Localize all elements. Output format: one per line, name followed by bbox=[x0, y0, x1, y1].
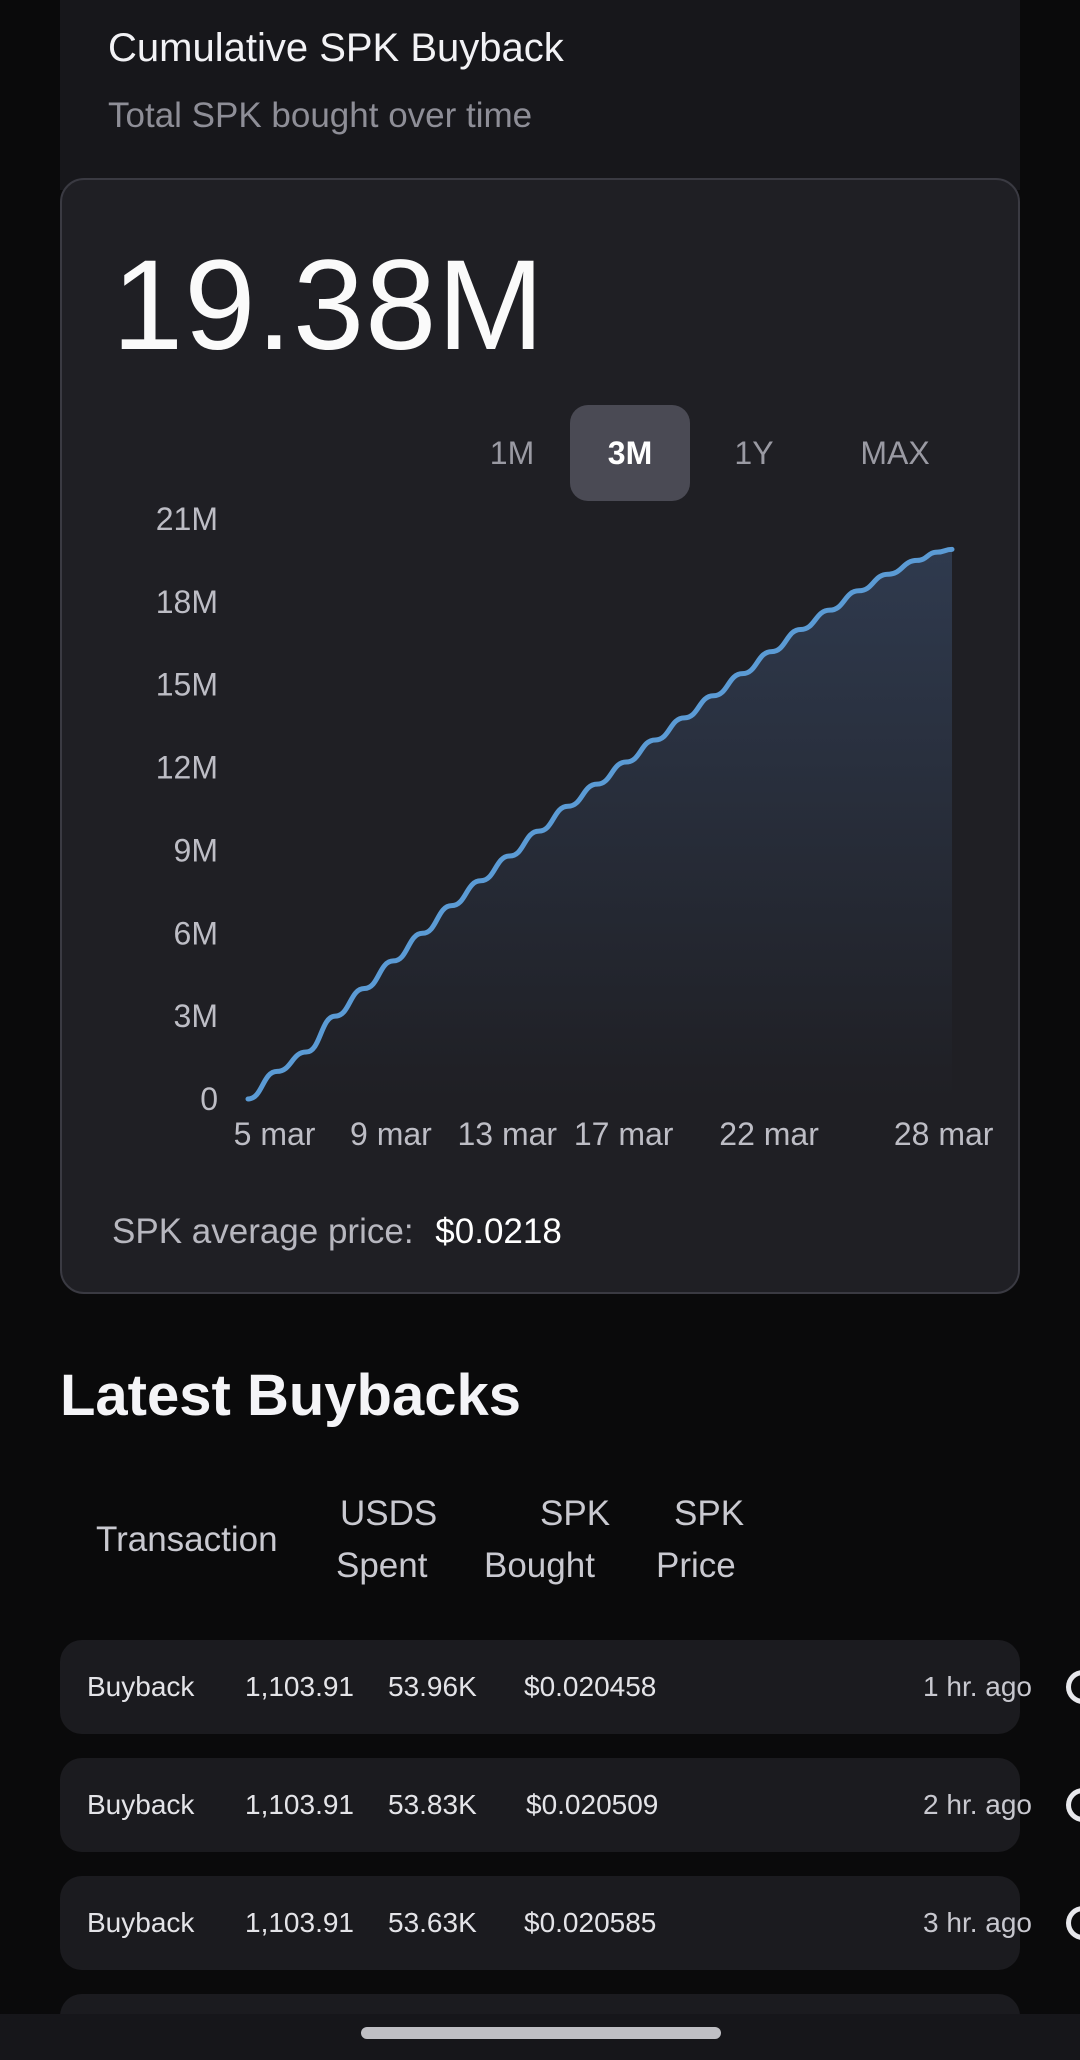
table-row[interactable]: Buyback 1,103.91 53.83K $0.020509 2 hr. … bbox=[60, 1758, 1032, 1852]
tab-max[interactable]: MAX bbox=[860, 435, 930, 471]
y-tick-label: 12M bbox=[156, 750, 218, 786]
chart-title: Cumulative SPK Buyback bbox=[108, 26, 564, 70]
table-row[interactable]: Buyback 1,103.91 53.96K $0.020458 1 hr. … bbox=[60, 1640, 1032, 1734]
row-type: Buyback bbox=[87, 1671, 195, 1702]
table-row[interactable]: Buyback 1,103.91 53.63K $0.020585 3 hr. … bbox=[60, 1876, 1032, 1970]
y-tick-label: 6M bbox=[174, 915, 218, 951]
average-price-label: SPK average price: bbox=[112, 1212, 414, 1251]
cumulative-area-chart: 0 3M 6M 9M 12M 15M 18M 21M 5 mar 9 mar 13 mar 17 m… bbox=[156, 501, 994, 1152]
external-link-icon[interactable] bbox=[1066, 1670, 1080, 1704]
header-spk-bought-line1: SPK bbox=[540, 1494, 611, 1533]
external-link-icon[interactable] bbox=[1066, 1906, 1080, 1940]
x-tick-label: 5 mar bbox=[234, 1116, 316, 1152]
row-spk: 53.63K bbox=[388, 1907, 477, 1938]
row-time: 2 hr. ago bbox=[923, 1789, 1032, 1820]
header-transaction: Transaction bbox=[96, 1520, 278, 1559]
header-spk-price-line1: SPK bbox=[674, 1494, 745, 1533]
y-tick-label: 3M bbox=[174, 998, 218, 1034]
x-tick-label: 13 mar bbox=[457, 1116, 557, 1152]
tab-1y[interactable]: 1Y bbox=[734, 435, 774, 471]
external-link-icon[interactable] bbox=[1066, 1788, 1080, 1822]
series-line bbox=[245, 546, 955, 1102]
x-tick-label: 22 mar bbox=[719, 1116, 819, 1152]
x-tick-label: 9 mar bbox=[350, 1116, 432, 1152]
area-fill bbox=[248, 549, 952, 1099]
row-usds: 1,103.91 bbox=[245, 1671, 354, 1702]
row-type: Buyback bbox=[87, 1907, 195, 1938]
row-price: $0.020458 bbox=[524, 1671, 657, 1702]
tab-1m[interactable]: 1M bbox=[489, 435, 535, 471]
header-usds-line2: Spent bbox=[336, 1546, 428, 1585]
y-tick-label: 18M bbox=[156, 584, 218, 620]
average-price-value: $0.0218 bbox=[435, 1212, 562, 1251]
y-tick-label: 21M bbox=[156, 501, 218, 537]
row-time: 3 hr. ago bbox=[923, 1907, 1032, 1938]
header-spk-bought-line2: Bought bbox=[484, 1546, 595, 1585]
chart-card: 19.38M 1M 3M 1Y MAX 0 3M 6M 9M 12M 15M 18M 21M … bbox=[60, 178, 1020, 1294]
row-type: Buyback bbox=[87, 1789, 195, 1820]
total-bought-value: 19.38M bbox=[112, 234, 545, 377]
latest-buybacks-title: Latest Buybacks bbox=[60, 1363, 521, 1428]
y-tick-label: 15M bbox=[156, 667, 218, 703]
row-price: $0.020509 bbox=[526, 1789, 659, 1820]
row-spk: 53.83K bbox=[388, 1789, 477, 1820]
tab-3m[interactable]: 3M bbox=[570, 405, 690, 501]
chart-header: Cumulative SPK Buyback Total SPK bought … bbox=[60, 0, 1020, 190]
x-tick-label: 17 mar bbox=[574, 1116, 674, 1152]
row-usds: 1,103.91 bbox=[245, 1907, 354, 1938]
row-spk: 53.96K bbox=[388, 1671, 477, 1702]
row-price: $0.020585 bbox=[524, 1907, 657, 1938]
y-tick-label: 9M bbox=[174, 832, 218, 868]
chart-subtitle: Total SPK bought over time bbox=[108, 96, 533, 135]
header-spk-price-line2: Price bbox=[656, 1546, 736, 1585]
row-usds: 1,103.91 bbox=[245, 1789, 354, 1820]
header-usds-line1: USDS bbox=[340, 1494, 438, 1533]
average-price-row: SPK average price: $0.0218 bbox=[112, 1212, 562, 1252]
range-tabs: 1M 3M 1Y MAX bbox=[62, 405, 1022, 501]
x-tick-label: 28 mar bbox=[894, 1116, 994, 1152]
home-indicator[interactable] bbox=[361, 2027, 721, 2039]
row-time: 1 hr. ago bbox=[923, 1671, 1032, 1702]
y-tick-label: 0 bbox=[200, 1081, 218, 1117]
